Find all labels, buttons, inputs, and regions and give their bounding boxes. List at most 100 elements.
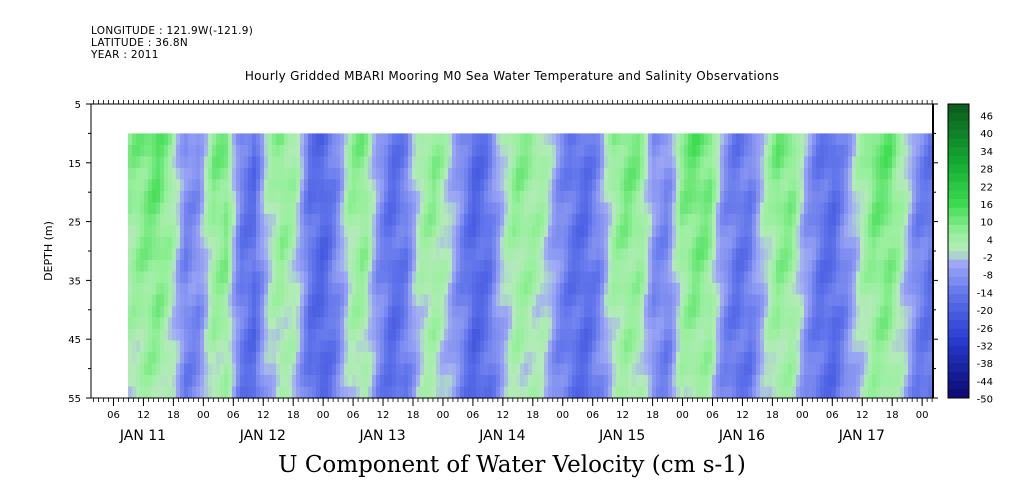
heatmap-cell [188,144,193,157]
heatmap-cell [884,305,889,319]
heatmap-cell [716,259,721,273]
heatmap-cell [392,317,397,330]
heatmap-cell [692,294,697,307]
heatmap-cell [488,225,493,238]
heatmap-cell [600,156,605,169]
heatmap-cell [484,236,489,250]
heatmap-cell [208,156,213,169]
heatmap-cell [420,317,425,330]
heatmap-cell [424,167,429,181]
heatmap-cell [152,248,157,261]
heatmap-cell [596,179,601,192]
heatmap-cell [884,259,889,273]
heatmap-cell [248,213,253,227]
heatmap-cell [660,190,665,204]
heatmap-cell [752,374,757,388]
heatmap-cell [376,363,381,376]
heatmap-cell [144,294,149,307]
heatmap-cell [768,282,773,296]
heatmap-cell [632,259,637,273]
heatmap-cell [532,271,537,284]
heatmap-cell [380,386,385,399]
heatmap-cell [156,386,161,399]
heatmap-cell [384,282,389,296]
heatmap-cell [324,351,329,365]
heatmap-cell [308,133,313,146]
heatmap-cell [812,317,817,330]
heatmap-cell [760,167,765,181]
heatmap-cell [316,386,321,399]
heatmap-cell [872,236,877,250]
heatmap-cell [200,248,205,261]
heatmap-cell [716,363,721,376]
heatmap-cell [832,282,837,296]
heatmap-cell [428,282,433,296]
heatmap-cell [824,317,829,330]
heatmap-cell [704,294,709,307]
heatmap-cell [160,271,165,284]
heatmap-cell [924,213,929,227]
heatmap-cell [592,236,597,250]
heatmap-cell [172,144,177,157]
heatmap-cell [536,225,541,238]
heatmap-cell [380,167,385,181]
heatmap-cell [384,305,389,319]
heatmap-cell [684,248,689,261]
heatmap-cell [200,156,205,169]
heatmap-cell [164,144,169,157]
heatmap-cell [608,179,613,192]
heatmap-cell [376,294,381,307]
heatmap-cell [600,351,605,365]
heatmap-cell [308,259,313,273]
heatmap-cell [904,236,909,250]
heatmap-cell [256,271,261,284]
heatmap-cell [436,179,441,192]
heatmap-cell [668,202,673,215]
heatmap-cell [696,236,701,250]
heatmap-cell [880,179,885,192]
heatmap-cell [584,236,589,250]
heatmap-cell [676,328,681,342]
heatmap-cell [600,213,605,227]
heatmap-cell [220,294,225,307]
heatmap-cell [252,225,257,238]
heatmap-cell [920,340,925,353]
heatmap-cell [672,363,677,376]
heatmap-cell [708,248,713,261]
heatmap-cell [496,144,501,157]
heatmap-cell [748,144,753,157]
heatmap-cell [816,167,821,181]
heatmap-cell [784,386,789,399]
heatmap-cell [172,386,177,399]
heatmap-cell [760,179,765,192]
heatmap-cell [456,305,461,319]
heatmap-cell [268,328,273,342]
heatmap-cell [704,317,709,330]
heatmap-cell [496,167,501,181]
heatmap-cell [144,225,149,238]
heatmap-cell [572,248,577,261]
heatmap-cell [344,374,349,388]
heatmap-cell [500,259,505,273]
heatmap-cell [608,305,613,319]
heatmap-cell [764,328,769,342]
heatmap-cell [436,374,441,388]
heatmap-cell [348,167,353,181]
heatmap-cell [576,202,581,215]
heatmap-cell [244,190,249,204]
heatmap-cell [316,374,321,388]
heatmap-cell [756,179,761,192]
heatmap-cell [612,213,617,227]
heatmap-cell [516,213,521,227]
heatmap-cell [352,225,357,238]
heatmap-cell [444,179,449,192]
heatmap-cell [412,351,417,365]
heatmap-cell [920,282,925,296]
heatmap-cell [224,340,229,353]
heatmap-cell [172,213,177,227]
heatmap-cell [820,225,825,238]
heatmap-cell [240,202,245,215]
heatmap-cell [312,351,317,365]
heatmap-cell [836,144,841,157]
